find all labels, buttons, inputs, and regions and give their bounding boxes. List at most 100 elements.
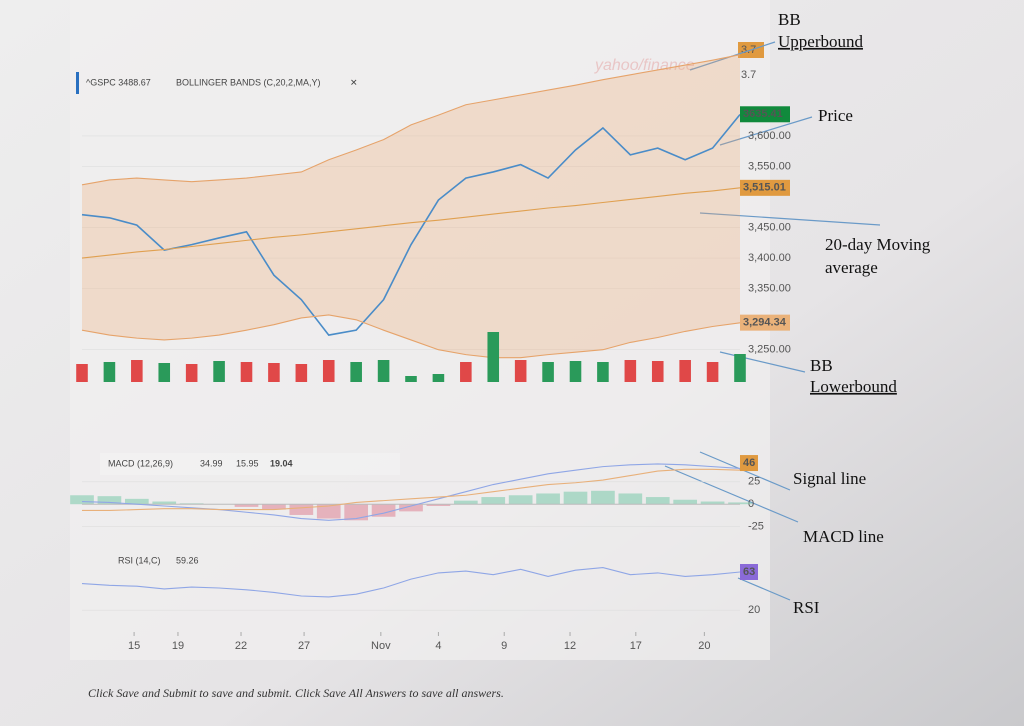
annotations: BB Upperbound Price 20-day Moving averag…	[664, 10, 931, 617]
close-icon[interactable]: ✕	[350, 77, 358, 87]
histogram-bar	[152, 501, 177, 505]
macd-reading: 15.95	[236, 458, 259, 468]
histogram-bar	[728, 502, 752, 505]
watermark: yahoo/finance	[594, 57, 695, 74]
y-tick-label: -25	[748, 520, 764, 532]
y-tick-label: 3,600.00	[748, 130, 791, 142]
annotation: Price	[818, 106, 853, 125]
x-tick-label: 22	[235, 640, 247, 652]
volume-bar	[405, 376, 417, 382]
volume-bar	[487, 332, 500, 382]
macd-reading: 34.99	[200, 458, 223, 468]
footer: Click Save and Submit to save and submit…	[88, 686, 504, 700]
volume-bar	[377, 360, 390, 382]
value-badge	[740, 179, 790, 196]
volume-bar	[624, 360, 637, 382]
y-tick-label: 25	[748, 476, 760, 488]
volume-bar	[131, 360, 143, 382]
series-line	[81, 566, 741, 598]
indicator-title: BOLLINGER BANDS (C,20,2,MA,Y)	[176, 77, 321, 87]
symbol-marker	[76, 72, 79, 94]
x-tick-label: Nov	[371, 640, 391, 652]
histogram-bar	[618, 493, 643, 505]
histogram-bar	[700, 501, 725, 505]
series-line	[81, 314, 741, 359]
series-line	[82, 468, 741, 512]
volume-bar	[240, 362, 253, 382]
series-line	[81, 114, 741, 336]
volume-bar	[569, 361, 582, 382]
value-badge-label: 3,515.01	[743, 182, 786, 194]
volume-bar	[460, 362, 472, 382]
volume-bar	[514, 360, 527, 382]
chart-panel	[70, 0, 770, 660]
series-line	[81, 463, 741, 521]
y-tick-label: 3,350.00	[748, 283, 791, 295]
annotation: Upperbound	[778, 32, 863, 51]
symbol-title: ^GSPC 3488.67	[86, 77, 151, 87]
y-tick-label: 3,250.00	[748, 344, 791, 356]
histogram-bar	[645, 497, 670, 505]
histogram-bar	[262, 504, 286, 510]
volume-bar	[268, 363, 280, 382]
top-label: 3.7	[741, 69, 756, 81]
annotation: BB	[778, 10, 801, 29]
volume-bar	[651, 361, 664, 382]
top-badge-label: 3.7	[741, 44, 756, 56]
x-tick-label: 9	[501, 640, 507, 652]
volume-bar	[542, 362, 554, 382]
y-tick-label: 3,450.00	[748, 221, 791, 233]
series-line	[81, 187, 741, 259]
histogram-bar	[481, 497, 506, 505]
volume-bar	[679, 360, 691, 382]
value-badge-label: 3,294.34	[743, 317, 787, 329]
histogram-bar	[508, 495, 533, 505]
histogram-bar	[234, 504, 259, 507]
volume-bar	[76, 364, 88, 382]
histogram-bar	[453, 500, 478, 505]
y-tick-label: 3,550.00	[748, 160, 791, 172]
histogram-bar	[673, 499, 698, 505]
value-badge	[740, 455, 758, 472]
histogram-bar	[371, 504, 396, 517]
volume-bar	[322, 360, 335, 382]
volume-bar	[103, 362, 116, 382]
histogram-bar	[344, 504, 369, 521]
histogram-bar	[426, 504, 451, 506]
volume-bar	[350, 362, 362, 382]
series-line	[81, 54, 741, 186]
volume-bar	[185, 364, 198, 382]
histogram-bar	[70, 495, 94, 505]
x-tick-label: 17	[630, 640, 642, 652]
histogram-bar	[536, 493, 560, 505]
volume-bar	[213, 361, 225, 382]
histogram-bar	[289, 504, 314, 515]
histogram-bar	[563, 491, 588, 505]
volume-bar	[432, 374, 445, 382]
y-tick-label: 20	[748, 604, 760, 616]
annotation: MACD line	[803, 527, 884, 546]
histogram-bar	[399, 504, 423, 512]
histogram-bar	[591, 490, 615, 505]
x-tick-label: 19	[172, 640, 184, 652]
macd-title: MACD (12,26,9)	[108, 458, 173, 468]
volume-bar	[706, 362, 719, 382]
y-tick-label: 3,400.00	[748, 252, 791, 264]
macd-legend-box	[100, 453, 400, 475]
value-badge-label: 46	[743, 457, 755, 469]
volume-bar	[158, 363, 171, 382]
rsi-title: RSI (14,C)	[118, 555, 161, 565]
volume-bar	[597, 362, 609, 382]
volume-bar	[295, 364, 308, 382]
band-fill	[82, 54, 740, 358]
x-tick-label: 20	[698, 640, 710, 652]
annotation: Signal line	[793, 469, 866, 488]
annotation: average	[825, 258, 878, 277]
annotation: Lowerbound	[810, 377, 897, 396]
x-tick-label: 4	[435, 640, 441, 652]
value-badge-label: 63	[743, 566, 755, 578]
value-badge-label: 3635.41	[743, 108, 783, 120]
macd-reading: 19.04	[270, 458, 293, 468]
